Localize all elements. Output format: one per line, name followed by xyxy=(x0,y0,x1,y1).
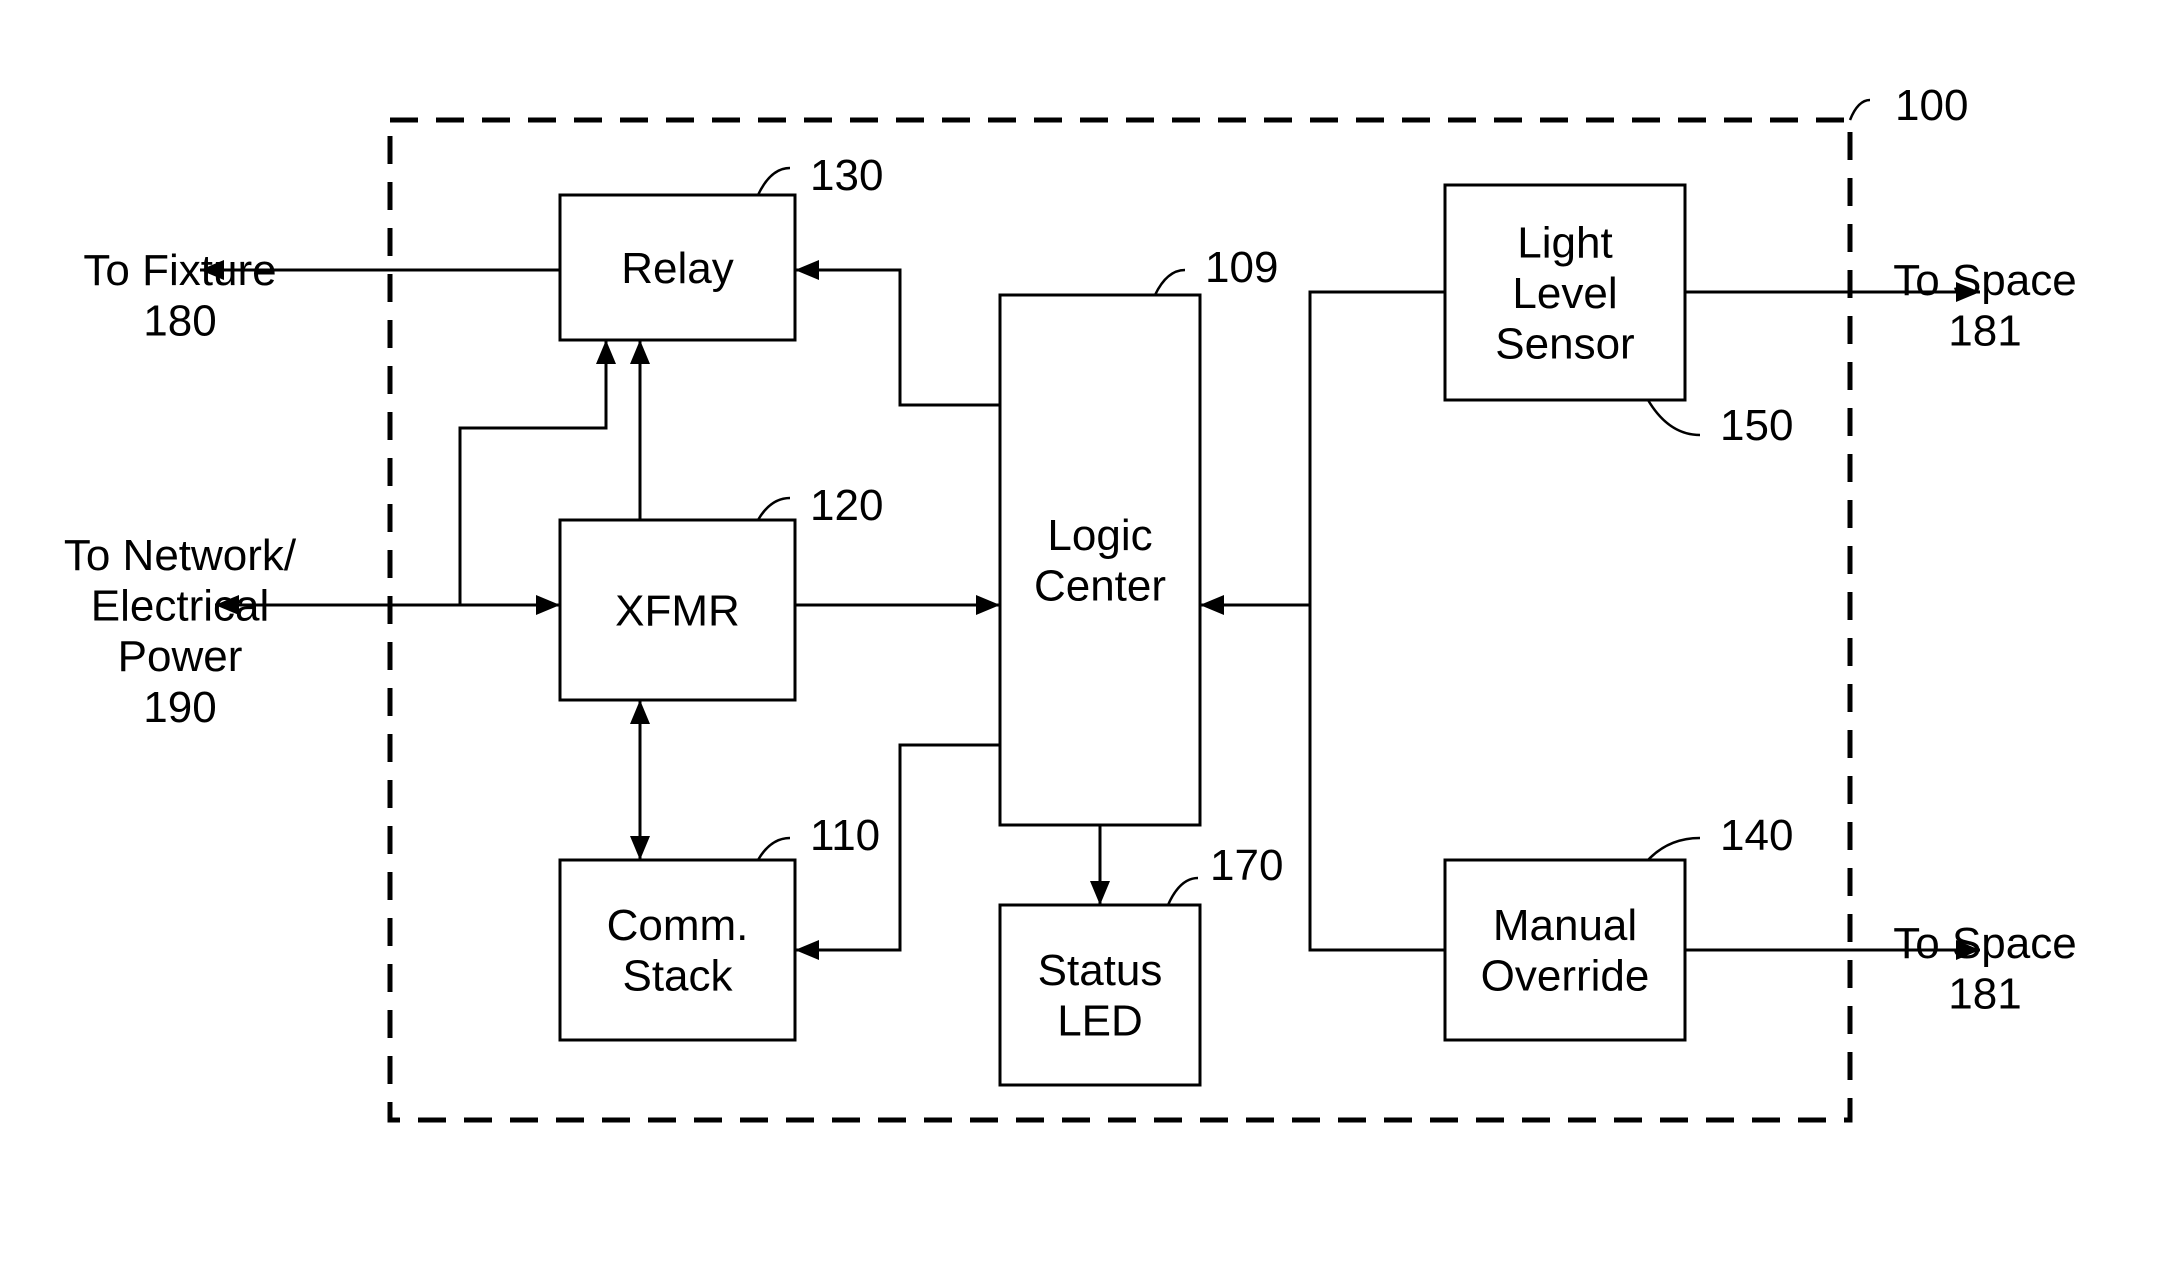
block-relay-label: Relay xyxy=(621,244,734,293)
arrowhead xyxy=(630,340,650,364)
ref-leader-140 xyxy=(1648,838,1700,860)
block-light-label: Level xyxy=(1512,269,1617,318)
external-label-network: 190 xyxy=(143,683,216,732)
block-logic-label: Center xyxy=(1034,562,1166,611)
external-label-network: To Network/ xyxy=(64,531,297,580)
arrowhead xyxy=(976,595,1000,615)
external-label-network: Electrical xyxy=(91,582,270,631)
block-status-label: Status xyxy=(1038,946,1163,995)
external-label-space_top: To Space xyxy=(1893,256,2076,305)
block-light-label: Sensor xyxy=(1495,320,1634,369)
ref-leader-100 xyxy=(1850,100,1870,120)
arrowhead xyxy=(596,340,616,364)
arrowhead xyxy=(630,836,650,860)
ref-label-120: 120 xyxy=(810,481,883,530)
ref-leader-150 xyxy=(1648,400,1700,435)
block-status-label: LED xyxy=(1057,997,1143,1046)
block-light-label: Light xyxy=(1517,218,1612,267)
edge xyxy=(1310,605,1445,950)
block-manual-label: Manual xyxy=(1493,901,1637,950)
ref-label-100: 100 xyxy=(1895,81,1968,130)
arrowhead xyxy=(795,260,819,280)
ref-label-110: 110 xyxy=(810,811,880,860)
ref-leader-170 xyxy=(1168,878,1198,905)
ref-leader-110 xyxy=(758,838,790,860)
ref-label-109: 109 xyxy=(1205,243,1278,292)
external-label-space_bot: To Space xyxy=(1893,919,2076,968)
arrowhead xyxy=(1200,595,1224,615)
external-label-space_bot: 181 xyxy=(1948,970,2021,1019)
external-label-fixture: 180 xyxy=(143,297,216,346)
block-manual-label: Override xyxy=(1481,952,1650,1001)
external-label-network: Power xyxy=(118,632,243,681)
arrowhead xyxy=(795,940,819,960)
edge xyxy=(795,270,1000,405)
ref-label-150: 150 xyxy=(1720,401,1793,450)
arrowhead xyxy=(630,700,650,724)
edge xyxy=(1310,292,1445,605)
ref-leader-120 xyxy=(758,498,790,520)
ref-label-170: 170 xyxy=(1210,841,1283,890)
ref-leader-130 xyxy=(758,168,790,195)
ref-label-140: 140 xyxy=(1720,811,1793,860)
block-logic-label: Logic xyxy=(1047,511,1152,560)
block-xfmr-label: XFMR xyxy=(615,586,740,635)
ref-label-130: 130 xyxy=(810,151,883,200)
external-label-space_top: 181 xyxy=(1948,307,2021,356)
block-comm-label: Stack xyxy=(622,952,733,1001)
block-comm-label: Comm. xyxy=(607,901,749,950)
external-label-fixture: To Fixture xyxy=(83,246,276,295)
arrowhead xyxy=(1090,881,1110,905)
ref-leader-109 xyxy=(1155,270,1185,295)
arrowhead xyxy=(536,595,560,615)
